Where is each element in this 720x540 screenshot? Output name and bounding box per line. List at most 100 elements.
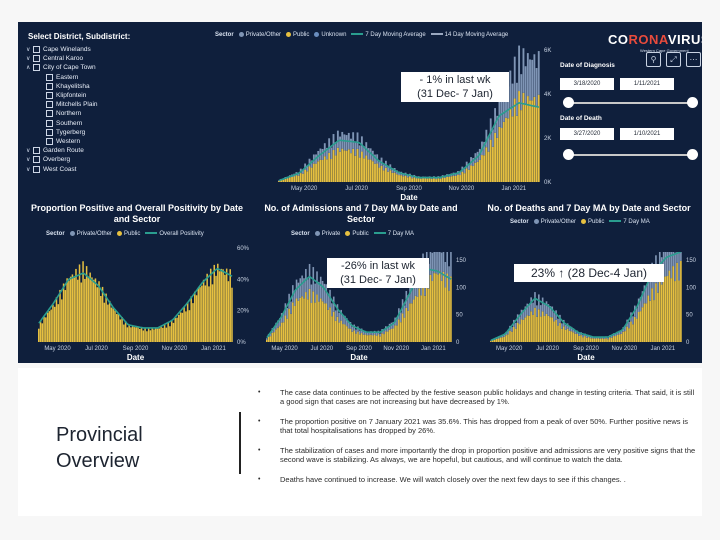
filter-checkbox[interactable] (46, 119, 53, 127)
district-filter-item[interactable]: Western (26, 137, 126, 146)
bar (312, 291, 315, 342)
district-filter-item[interactable]: ∨ West Coast (26, 164, 126, 173)
expand-chevron-icon[interactable]: ∨ (26, 157, 31, 164)
bar (52, 304, 54, 342)
diagnosis-slider-end-handle[interactable] (687, 97, 698, 108)
bar (39, 321, 42, 342)
bar (347, 328, 350, 342)
bar (57, 304, 60, 342)
diagnosis-slider-track[interactable] (567, 102, 695, 104)
overview-bullet: • The proportion positive on 7 January 20… (258, 417, 689, 435)
expand-chevron-icon[interactable]: ∨ (26, 148, 31, 155)
bar (632, 316, 634, 325)
bar (559, 322, 561, 342)
death-slider-track[interactable] (567, 154, 695, 156)
diagnosis-slider-start-handle[interactable] (563, 97, 574, 108)
filter-checkbox[interactable] (33, 156, 40, 164)
bar (557, 318, 559, 326)
legend-item: 7 Day Moving Average (351, 32, 426, 38)
filter-item-label: Western (56, 137, 81, 145)
bar (586, 335, 588, 338)
bar (470, 165, 472, 182)
district-filter-item[interactable]: ∨ Cape Winelands (26, 45, 126, 54)
bar (186, 302, 189, 342)
bar (302, 173, 304, 182)
death-to-input[interactable]: 1/10/2021 (620, 128, 674, 140)
bar (146, 331, 148, 342)
expand-chevron-icon[interactable]: ∨ (26, 47, 31, 54)
district-filter-item[interactable]: Eastern (26, 73, 126, 82)
filter-checkbox[interactable] (46, 110, 53, 118)
bar (624, 326, 627, 332)
filter-checkbox[interactable] (33, 147, 40, 155)
bar (299, 297, 302, 342)
bar (411, 284, 413, 304)
district-filter-item[interactable]: Khayelitsha (26, 82, 126, 91)
filter-checkbox[interactable] (46, 92, 53, 100)
more-options-icon[interactable]: ⋯ (686, 52, 701, 67)
district-filter-item[interactable]: ∧ City of Cape Town (26, 63, 126, 72)
district-filter-item[interactable]: ∨ Overberg (26, 155, 126, 164)
expand-chevron-icon[interactable]: ∨ (26, 56, 31, 63)
bar (524, 104, 527, 182)
bar (389, 170, 392, 182)
bar (301, 275, 303, 297)
death-slider-start-handle[interactable] (563, 149, 574, 160)
diagnosis-to-input[interactable]: 1/11/2021 (620, 78, 674, 90)
bar (422, 281, 424, 342)
bar (435, 273, 437, 342)
bar (199, 287, 201, 342)
bar (505, 117, 507, 182)
death-slider-end-handle[interactable] (687, 149, 698, 160)
bar (331, 316, 333, 342)
expand-icon[interactable]: ⤢ (666, 52, 681, 67)
bar (350, 153, 352, 182)
bar (396, 325, 398, 342)
bar (364, 330, 367, 335)
district-filter-item[interactable]: Northern (26, 109, 126, 118)
bar (433, 252, 435, 274)
bar (288, 308, 290, 342)
diagnosis-from-input[interactable]: 3/18/2020 (560, 78, 614, 90)
bar (580, 335, 582, 342)
bar (412, 278, 415, 300)
district-filter-item[interactable]: Southern (26, 119, 126, 128)
bar (316, 294, 318, 342)
district-filter-item[interactable]: Mitchells Plain (26, 100, 126, 109)
filter-checkbox[interactable] (46, 82, 53, 90)
bar (533, 54, 536, 97)
bar (293, 176, 296, 182)
death-from-input[interactable]: 3/27/2020 (560, 128, 614, 140)
filter-checkbox[interactable] (46, 73, 53, 81)
bar (382, 170, 385, 182)
bar (641, 307, 644, 342)
bar (494, 132, 497, 182)
bar (628, 328, 630, 342)
bar (218, 271, 221, 342)
filter-checkbox[interactable] (33, 165, 40, 173)
bar (516, 322, 519, 342)
bar (511, 83, 514, 117)
bar (522, 310, 525, 320)
district-filter-item[interactable]: ∨ Garden Route (26, 146, 126, 155)
bar (529, 59, 531, 101)
bar (637, 298, 640, 313)
bar (531, 59, 534, 101)
filter-checkbox[interactable] (46, 101, 53, 109)
district-filter-item[interactable]: Klipfontein (26, 91, 126, 100)
bar (277, 320, 279, 328)
bar (446, 273, 449, 342)
expand-chevron-icon[interactable]: ∧ (26, 65, 31, 72)
filter-checkbox[interactable] (46, 128, 53, 136)
district-filter-item[interactable]: ∨ Central Karoo (26, 54, 126, 63)
bar (170, 320, 173, 342)
filter-checkbox[interactable] (33, 55, 40, 63)
filter-icon[interactable]: ⚲ (646, 52, 661, 67)
filter-checkbox[interactable] (46, 137, 53, 145)
expand-chevron-icon[interactable]: ∨ (26, 166, 31, 173)
filter-checkbox[interactable] (33, 64, 40, 72)
district-filter-item[interactable]: Tygerberg (26, 128, 126, 137)
x-tick-label: Sep 2020 (123, 346, 149, 352)
bar (522, 319, 525, 342)
filter-checkbox[interactable] (33, 46, 40, 54)
